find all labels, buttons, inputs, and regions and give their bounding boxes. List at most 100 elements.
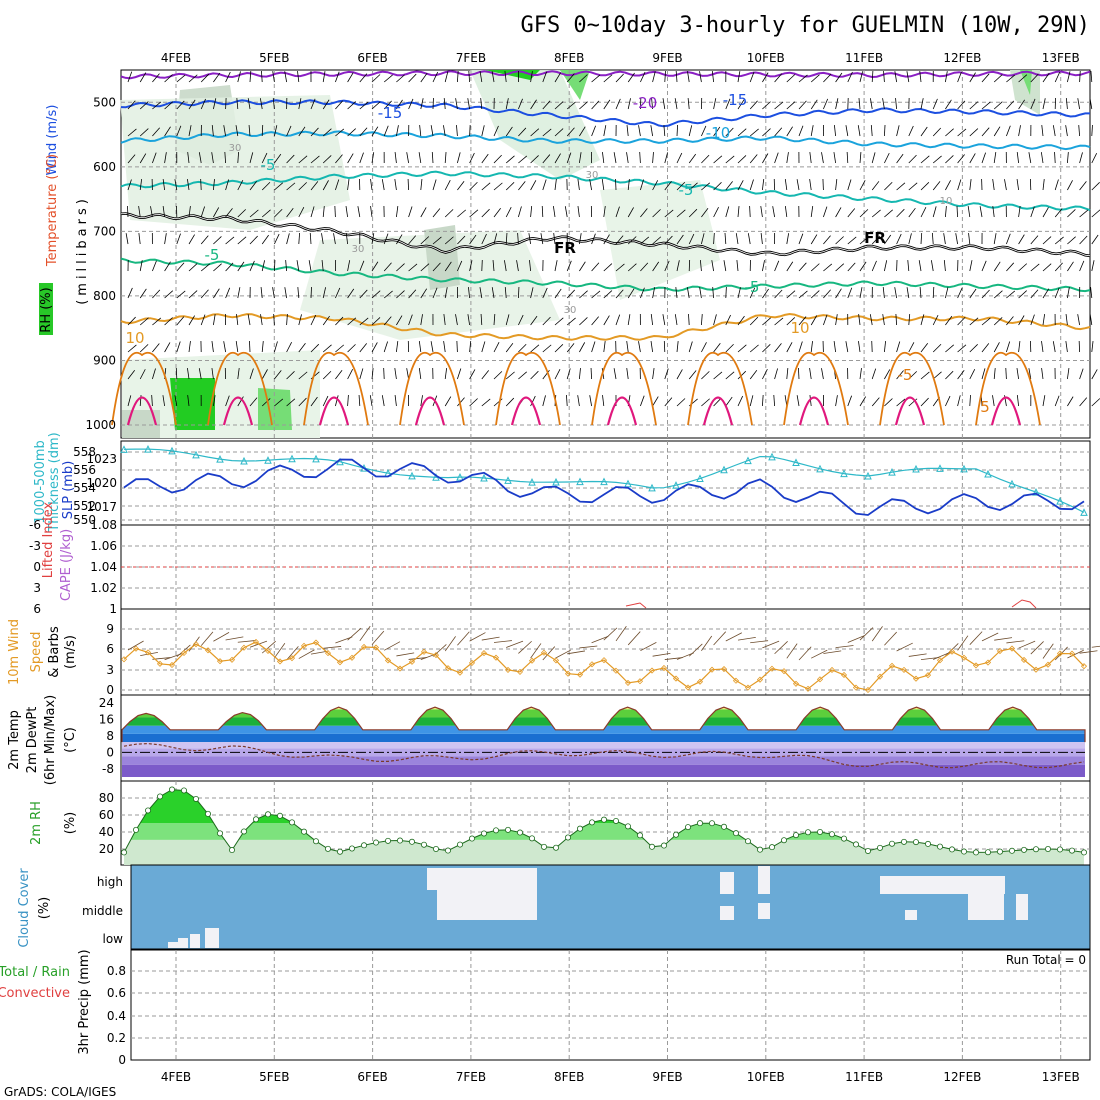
surface-isotherm <box>222 396 254 426</box>
wind-barb <box>859 396 867 407</box>
wind-barb <box>406 152 409 164</box>
slp-thickness-lines <box>120 444 1088 516</box>
wind-barb <box>688 182 698 191</box>
tick-label: 24 <box>99 696 114 710</box>
wind-barb <box>774 289 783 299</box>
contour-label: -5 <box>745 278 760 296</box>
wind-barb <box>493 342 500 353</box>
cloud-block <box>190 934 200 948</box>
contour-label: 30 <box>229 143 242 154</box>
wind-barb <box>481 370 490 380</box>
wind-barb <box>444 71 449 83</box>
wind-barb <box>1042 263 1052 272</box>
wind-barb <box>298 98 302 110</box>
wind-barb <box>725 127 734 137</box>
cloud-block <box>758 866 770 894</box>
wind-barb <box>444 236 454 245</box>
wind-barb <box>579 74 588 83</box>
wind-barb <box>284 287 287 299</box>
wind-barb <box>676 369 683 380</box>
wind-barb <box>662 98 666 110</box>
wind-speed-marker <box>504 666 512 673</box>
wind-barb <box>198 152 202 164</box>
rh-marker <box>781 837 788 844</box>
tick-label: 40 <box>99 825 114 839</box>
wind-barb <box>615 289 624 299</box>
wind-barb <box>1018 99 1025 110</box>
rh-marker <box>817 828 824 835</box>
rh-marker <box>745 838 752 845</box>
tick-label: 60 <box>99 808 114 822</box>
rh-marker <box>673 831 680 838</box>
wind-barb <box>261 124 264 137</box>
wind-barb <box>347 179 350 191</box>
wind-barb <box>577 395 580 407</box>
wind-barb <box>359 152 364 164</box>
wind-barb <box>687 98 690 110</box>
wind-barb <box>676 152 683 164</box>
wind-barb <box>1079 235 1088 245</box>
wind-barb <box>896 341 901 353</box>
wind-barb <box>323 646 342 649</box>
wind-barb <box>762 288 769 299</box>
wind-barb <box>847 236 857 245</box>
wind-barb <box>188 341 191 353</box>
wind-barb <box>627 72 635 83</box>
wind-barb <box>127 154 136 164</box>
wind-barb <box>408 263 418 272</box>
wind-barb <box>615 235 624 245</box>
wind-barb <box>176 233 181 245</box>
wind-barb <box>505 126 513 137</box>
wind-barb <box>577 206 580 218</box>
wind-barb <box>213 236 222 245</box>
wind-barb <box>298 371 308 380</box>
wind-barb <box>224 151 226 164</box>
wind-barb <box>762 344 771 353</box>
rh-marker <box>168 786 175 793</box>
wind-barb <box>701 182 711 191</box>
wind-barb <box>627 631 641 646</box>
wind-barb <box>969 288 977 299</box>
credit-text: GrADS: COLA/IGES <box>4 1085 116 1099</box>
rh-marker <box>216 830 223 837</box>
wind-barb <box>272 98 275 110</box>
wind-barb <box>798 100 807 110</box>
wind-barb <box>200 314 206 326</box>
wind-barb <box>479 287 483 299</box>
wind-barb <box>894 71 897 83</box>
wind-barb <box>457 397 465 407</box>
wind-barb <box>810 99 818 110</box>
wind-barb <box>1006 125 1011 137</box>
wind-barb <box>823 235 831 245</box>
rh-axis-label: RH (%) <box>39 287 54 332</box>
wind-barb <box>1091 209 1100 218</box>
wind-barb <box>1091 645 1100 648</box>
wind-barb <box>444 152 447 164</box>
wind-barb <box>371 233 375 245</box>
wind-barb <box>858 341 861 353</box>
wind-barb <box>518 286 520 299</box>
wind-barb <box>359 317 369 326</box>
wind-barb <box>762 101 771 110</box>
wind-barb <box>713 207 719 218</box>
tick-label: 0.8 <box>107 964 126 978</box>
wind-barb <box>408 289 417 299</box>
wind-barb <box>713 155 723 164</box>
wind-barb <box>139 317 149 326</box>
wind-barb <box>152 101 162 110</box>
wind-barb <box>357 206 361 218</box>
wind-barb <box>993 317 1003 326</box>
rh-marker <box>577 825 584 832</box>
wind-barb <box>957 179 962 191</box>
temp2m-ticks: 24 16 8 0 -8 <box>99 696 114 776</box>
cloud-block <box>168 942 178 948</box>
wind-barb <box>249 152 254 164</box>
wind-barb <box>492 260 495 272</box>
wind-barb <box>579 290 588 299</box>
wind-barb <box>579 645 598 649</box>
wind-barb <box>908 182 918 191</box>
wind-barb <box>674 314 678 326</box>
wind-barb <box>151 394 153 407</box>
wind-barb <box>444 209 454 218</box>
